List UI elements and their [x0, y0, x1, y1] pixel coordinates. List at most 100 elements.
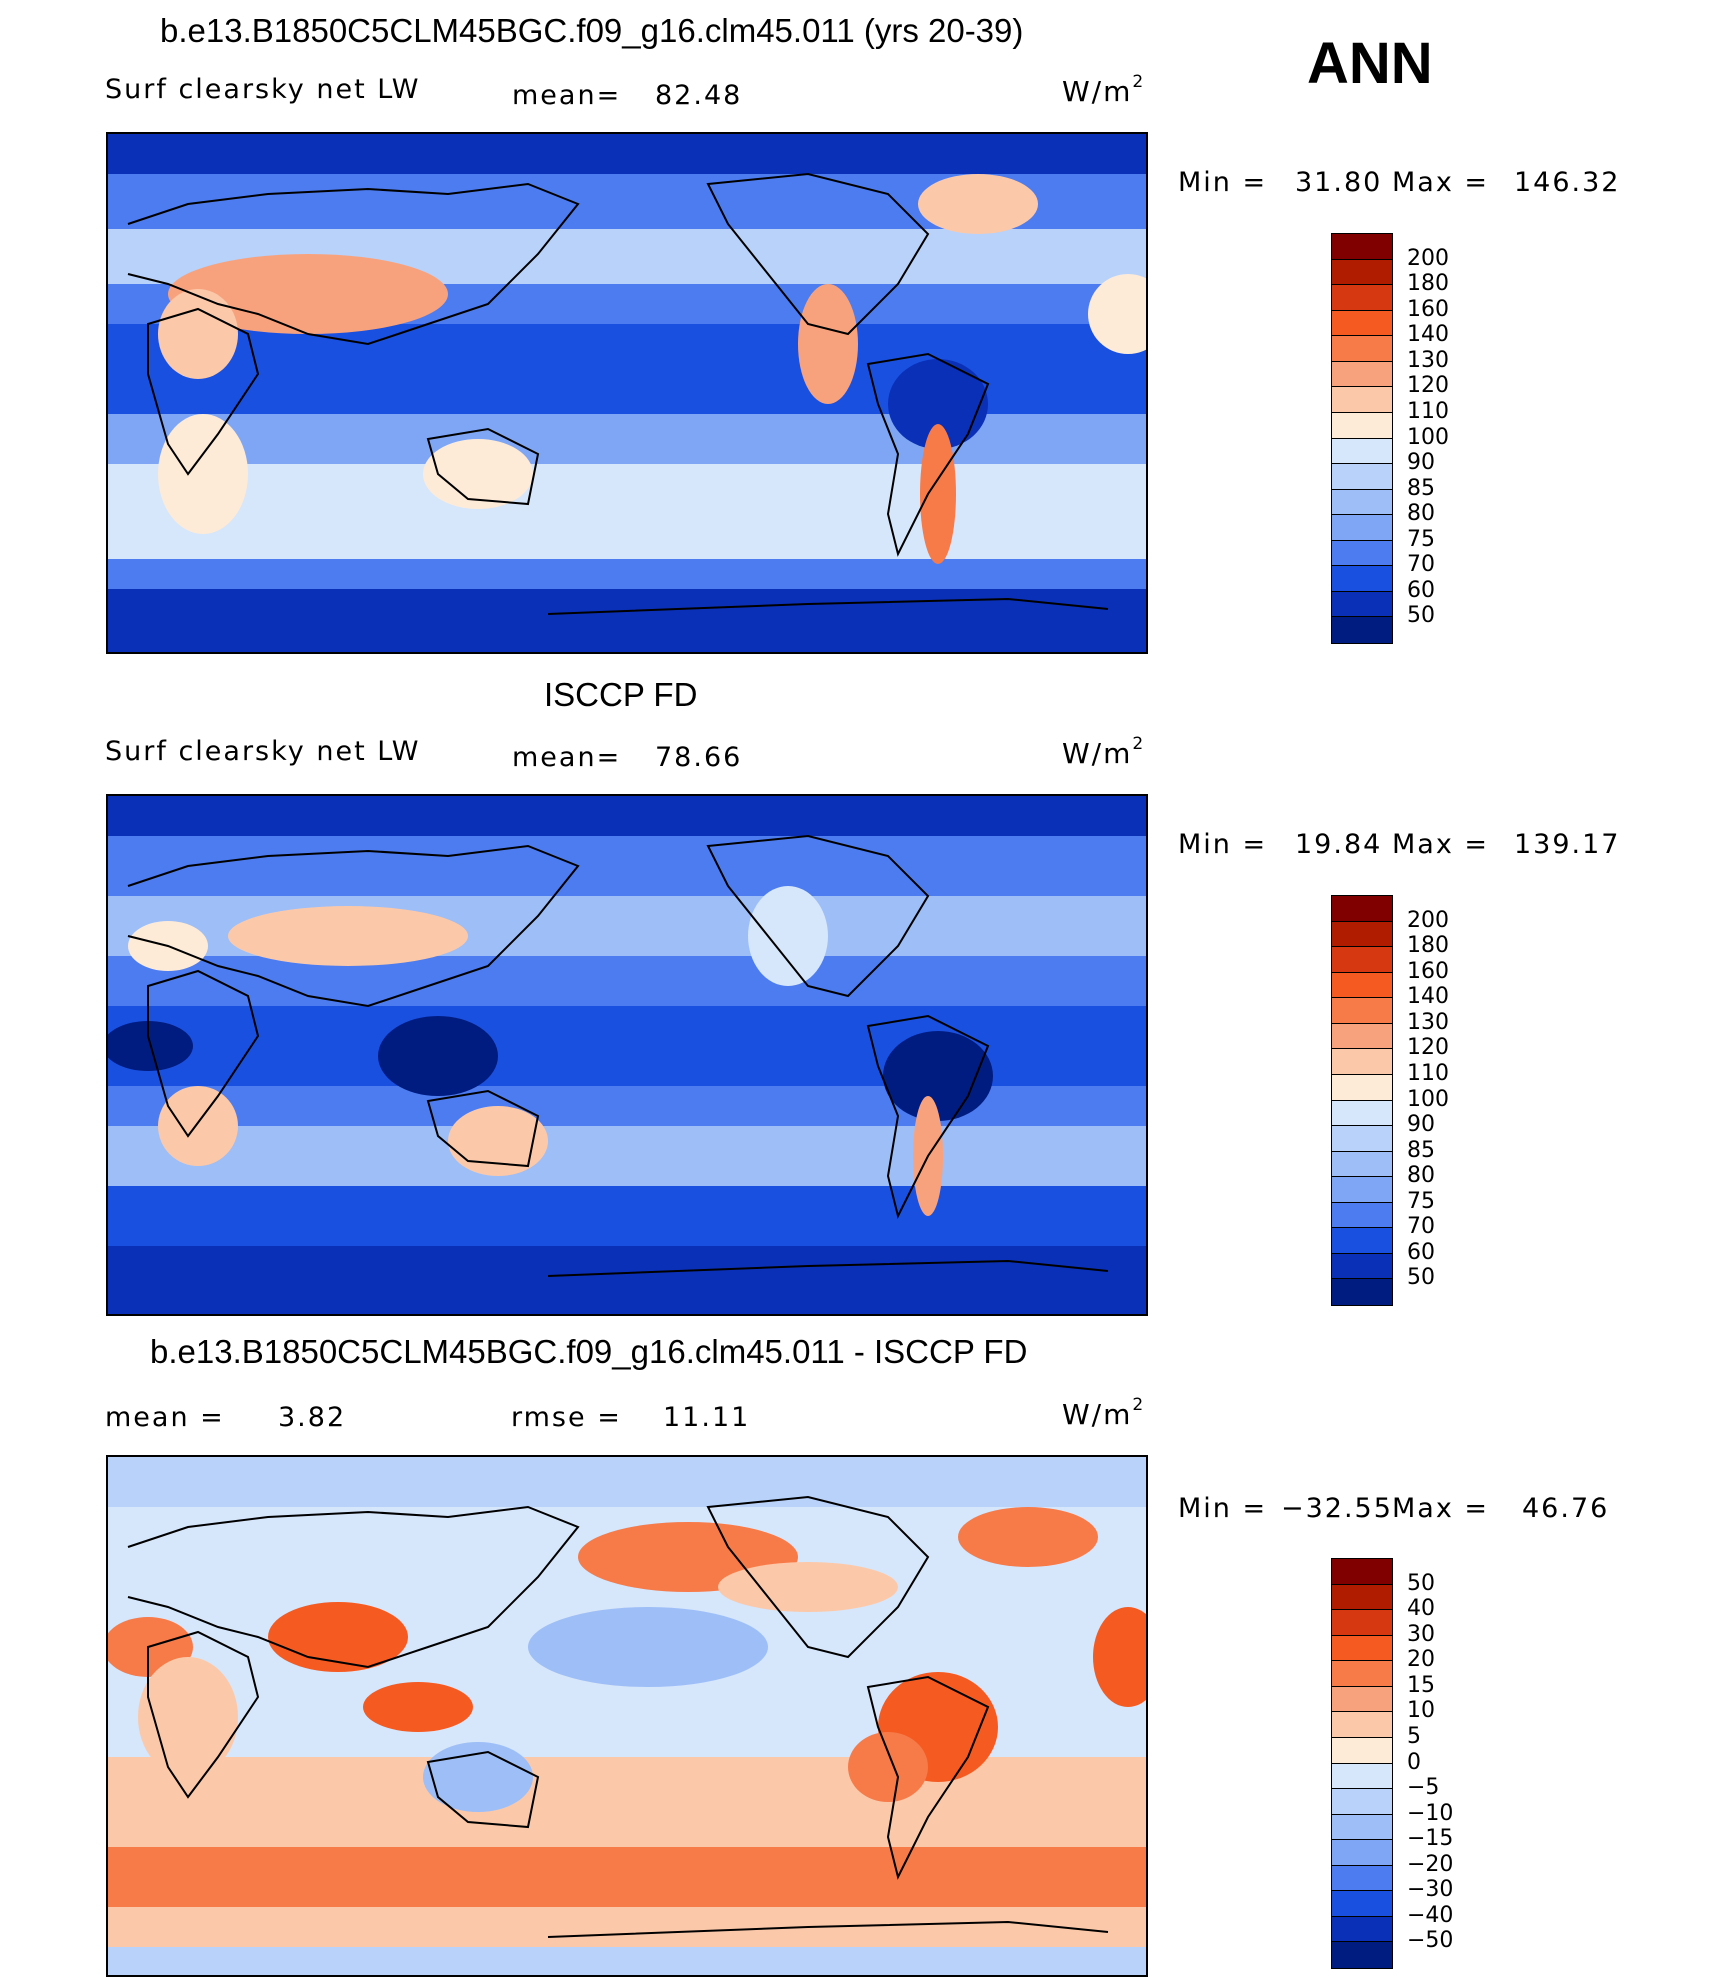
- panel3-mean-value: 3.82: [278, 1402, 347, 1433]
- panel3-min-label: Min =: [1178, 1493, 1268, 1524]
- colorbar-tick-label: 70: [1407, 552, 1435, 578]
- colorbar-swatch: [1332, 1686, 1392, 1713]
- colorbar-swatch: [1332, 921, 1392, 948]
- colorbar-swatch: [1332, 412, 1392, 439]
- colorbar-swatch: [1332, 998, 1392, 1024]
- colorbar-tick-label: 40: [1407, 1596, 1435, 1622]
- panel3-map: [106, 1455, 1148, 1977]
- colorbar-swatch: [1332, 285, 1392, 311]
- colorbar-tick-label: 50: [1407, 603, 1435, 629]
- colorbar-swatch: [1332, 234, 1392, 260]
- panel2-field: [108, 796, 1146, 1314]
- colorbar-swatch: [1332, 1865, 1392, 1892]
- colorbar-tick-label: 200: [1407, 245, 1449, 271]
- colorbar-tick-label: 180: [1407, 933, 1449, 959]
- season-label: ANN: [1307, 31, 1433, 96]
- colorbar-tick-label: −20: [1407, 1851, 1454, 1877]
- colorbar-tick-label: −5: [1407, 1775, 1440, 1801]
- panel1-units: W/m2: [1062, 72, 1144, 108]
- panel2-mean-label: mean=: [512, 742, 622, 773]
- colorbar-tick-label: 70: [1407, 1214, 1435, 1240]
- colorbar-swatch: [1332, 1712, 1392, 1738]
- colorbar-tick-label: 120: [1407, 373, 1449, 399]
- colorbar-tick-label: 80: [1407, 1163, 1435, 1189]
- colorbar-swatch: [1332, 591, 1392, 618]
- colorbar-swatch: [1332, 1202, 1392, 1229]
- colorbar-tick-label: 60: [1407, 577, 1435, 603]
- panel3-title: b.e13.B1850C5CLM45BGC.f09_g16.clm45.011 …: [150, 1333, 1028, 1370]
- panel3-min-value: −32.55: [1281, 1493, 1393, 1524]
- colorbar-swatch: [1332, 489, 1392, 516]
- colorbar-tick-label: 160: [1407, 958, 1449, 984]
- colorbar-swatch: [1332, 896, 1392, 922]
- colorbar-tick-label: 90: [1407, 1112, 1435, 1138]
- panel2-max-value: 139.17: [1514, 829, 1621, 860]
- colorbar-swatch: [1332, 464, 1392, 490]
- colorbar-swatch: [1332, 1151, 1392, 1178]
- colorbar-swatch: [1332, 1049, 1392, 1075]
- panel1-min-label: Min =: [1178, 167, 1268, 198]
- colorbar-swatch: [1332, 1916, 1392, 1943]
- colorbar-swatch: [1332, 1100, 1392, 1127]
- colorbar-swatch: [1332, 540, 1392, 567]
- colorbar-tick-label: −15: [1407, 1826, 1454, 1852]
- colorbar-tick-label: 5: [1407, 1723, 1421, 1749]
- colorbar-swatch: [1332, 1279, 1392, 1305]
- colorbar-tick-label: 85: [1407, 475, 1435, 501]
- colorbar-tick-label: 10: [1407, 1698, 1435, 1724]
- colorbar-tick-label: 0: [1407, 1749, 1421, 1775]
- colorbar-tick-label: −30: [1407, 1877, 1454, 1903]
- panel1-mean-value: 82.48: [655, 80, 743, 111]
- panel1-field: [108, 134, 1146, 652]
- colorbar-tick-label: 30: [1407, 1621, 1435, 1647]
- colorbar-tick-label: −40: [1407, 1902, 1454, 1928]
- colorbar-swatch: [1332, 1610, 1392, 1636]
- colorbar-swatch: [1332, 566, 1392, 592]
- colorbar-swatch: [1332, 1661, 1392, 1687]
- colorbar-tick-label: 60: [1407, 1239, 1435, 1265]
- panel3-rmse-value: 11.11: [663, 1402, 751, 1433]
- colorbar-tick-label: 110: [1407, 1060, 1449, 1086]
- colorbar-tick-label: 120: [1407, 1035, 1449, 1061]
- colorbar-tick-label: 200: [1407, 907, 1449, 933]
- colorbar-tick-label: −50: [1407, 1928, 1454, 1954]
- colorbar-swatch: [1332, 336, 1392, 362]
- colorbar-swatch: [1332, 387, 1392, 413]
- panel1-max-value: 146.32: [1514, 167, 1621, 198]
- colorbar-swatch: [1332, 1942, 1392, 1968]
- panel2-min-value: 19.84: [1295, 829, 1383, 860]
- colorbar-tick-label: 80: [1407, 501, 1435, 527]
- colorbar-swatch: [1332, 1074, 1392, 1101]
- panel2-min-label: Min =: [1178, 829, 1268, 860]
- colorbar-tick-label: 90: [1407, 450, 1435, 476]
- panel2-max-label: Max =: [1392, 829, 1490, 860]
- colorbar-swatch: [1332, 1737, 1392, 1764]
- panel1-map: [106, 132, 1148, 654]
- colorbar-tick-label: 20: [1407, 1647, 1435, 1673]
- colorbar-tick-label: −10: [1407, 1800, 1454, 1826]
- panel2-mean-value: 78.66: [655, 742, 743, 773]
- panel2-units: W/m2: [1062, 734, 1144, 770]
- colorbar-swatch: [1332, 1635, 1392, 1662]
- colorbar-tick-label: 130: [1407, 347, 1449, 373]
- colorbar-swatch: [1332, 1559, 1392, 1585]
- panel2-colorbar: [1331, 895, 1393, 1306]
- colorbar-swatch: [1332, 259, 1392, 286]
- colorbar-swatch: [1332, 1253, 1392, 1280]
- panel1-colorbar: [1331, 233, 1393, 644]
- colorbar-swatch: [1332, 1228, 1392, 1254]
- colorbar-tick-label: 160: [1407, 296, 1449, 322]
- colorbar-swatch: [1332, 1023, 1392, 1050]
- colorbar-swatch: [1332, 1126, 1392, 1152]
- colorbar-tick-label: 180: [1407, 271, 1449, 297]
- panel3-mean-label: mean =: [105, 1402, 225, 1433]
- panel1-variable: Surf clearsky net LW: [105, 74, 421, 105]
- colorbar-swatch: [1332, 1891, 1392, 1917]
- colorbar-swatch: [1332, 1840, 1392, 1866]
- panel3-max-label: Max =: [1392, 1493, 1490, 1524]
- colorbar-tick-label: 50: [1407, 1570, 1435, 1596]
- panel1-title: b.e13.B1850C5CLM45BGC.f09_g16.clm45.011 …: [160, 12, 1024, 49]
- panel3-rmse-label: rmse =: [511, 1402, 622, 1433]
- colorbar-swatch: [1332, 947, 1392, 973]
- colorbar-tick-label: 85: [1407, 1137, 1435, 1163]
